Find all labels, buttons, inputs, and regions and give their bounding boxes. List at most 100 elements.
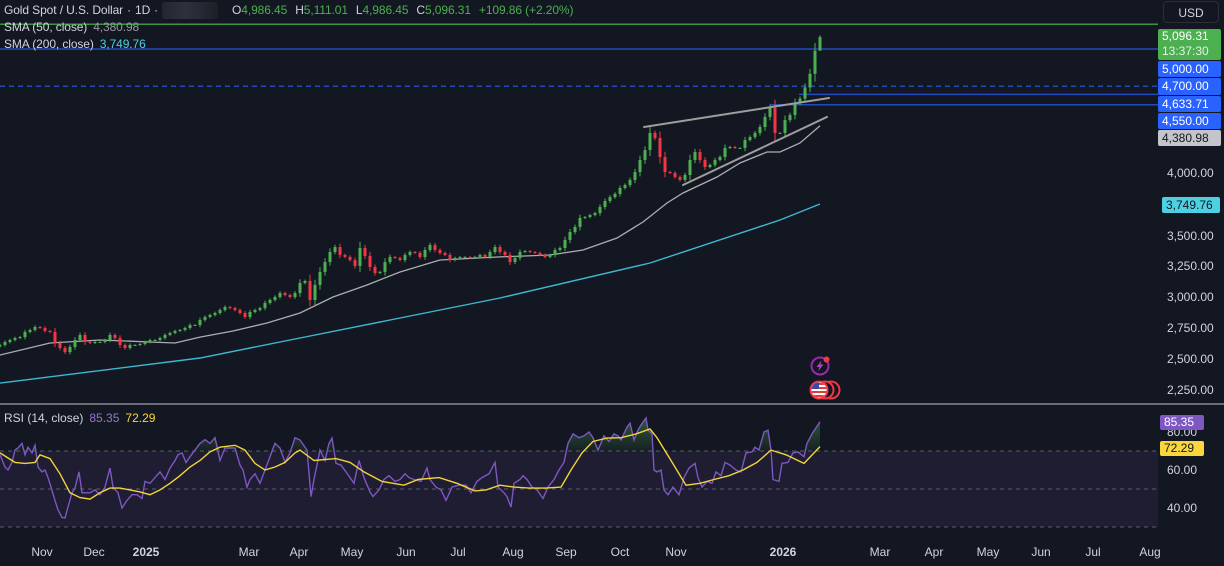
horizontal-levels[interactable] bbox=[0, 23, 1158, 106]
rsi-title[interactable]: RSI (14, close) bbox=[4, 411, 84, 425]
rsi-ma-line[interactable] bbox=[0, 428, 821, 500]
rsi-pane[interactable] bbox=[0, 416, 1158, 528]
candle-body bbox=[748, 137, 752, 141]
candle-body bbox=[38, 327, 42, 329]
symbol-title[interactable]: Gold Spot / U.S. Dollar bbox=[4, 3, 124, 17]
sma200-title[interactable]: SMA (200, close) bbox=[4, 37, 94, 51]
candle-body bbox=[758, 126, 762, 133]
symbol-legend-row[interactable]: Gold Spot / U.S. Dollar · 1D · O 4,986.45… bbox=[4, 2, 574, 19]
candle-body bbox=[568, 232, 572, 240]
candle bbox=[268, 298, 272, 305]
candle bbox=[538, 251, 542, 257]
legend-separator: · bbox=[154, 3, 159, 17]
candle bbox=[218, 308, 222, 315]
sma200-polyline[interactable] bbox=[0, 203, 821, 384]
candle-body bbox=[88, 342, 92, 344]
sma50-polyline[interactable] bbox=[0, 125, 821, 356]
candle bbox=[558, 246, 562, 252]
sma200-line[interactable] bbox=[0, 203, 821, 384]
candle-body bbox=[278, 293, 282, 297]
candle-body bbox=[713, 159, 717, 165]
upper-trendline[interactable] bbox=[643, 96, 830, 128]
candle bbox=[668, 170, 672, 175]
candle-body bbox=[763, 116, 767, 127]
candle bbox=[613, 192, 617, 199]
currency-button[interactable]: USD bbox=[1163, 1, 1219, 23]
interval-label[interactable]: 1D bbox=[135, 3, 151, 17]
candle bbox=[108, 332, 112, 343]
candle bbox=[93, 340, 97, 345]
candle-body bbox=[473, 256, 477, 258]
candle-body bbox=[778, 132, 782, 134]
sma50-line[interactable] bbox=[0, 125, 821, 356]
candle-body bbox=[288, 295, 292, 297]
candle-body bbox=[418, 252, 422, 257]
candle bbox=[733, 145, 737, 149]
candle bbox=[143, 340, 147, 346]
candle-body bbox=[3, 342, 7, 345]
sma50-title[interactable]: SMA (50, close) bbox=[4, 20, 88, 34]
candle-body bbox=[618, 188, 622, 194]
candle bbox=[618, 185, 622, 197]
candle-body bbox=[678, 176, 682, 180]
candle-body bbox=[598, 206, 602, 214]
price-tick-label: 2,250.00 bbox=[1167, 383, 1214, 397]
sma50-legend[interactable]: SMA (50, close) 4,380.98 bbox=[4, 19, 573, 36]
candle-body bbox=[183, 328, 187, 330]
candle bbox=[458, 255, 462, 259]
candle bbox=[748, 135, 752, 142]
candle bbox=[193, 324, 197, 327]
candle-body bbox=[23, 331, 27, 338]
candle-body bbox=[408, 251, 412, 255]
candle bbox=[683, 172, 687, 183]
rsi-line[interactable] bbox=[0, 416, 821, 519]
lower-trendline[interactable] bbox=[682, 115, 828, 187]
candle-body bbox=[448, 254, 452, 261]
candle bbox=[158, 336, 162, 342]
candle bbox=[223, 305, 227, 312]
sma200-legend[interactable]: SMA (200, close) 3,749.76 bbox=[4, 36, 573, 53]
candle bbox=[318, 267, 322, 290]
candle bbox=[373, 264, 377, 276]
candle-body bbox=[563, 239, 567, 249]
candle-body bbox=[368, 255, 372, 267]
candle bbox=[523, 249, 527, 254]
candle-body bbox=[783, 120, 787, 133]
us-flag-icon bbox=[809, 380, 841, 400]
candle-body bbox=[493, 247, 497, 252]
rsi-legend[interactable]: RSI (14, close) 85.35 72.29 bbox=[4, 411, 155, 425]
candle bbox=[553, 247, 557, 258]
candlestick-series[interactable] bbox=[0, 35, 822, 355]
candle-body bbox=[588, 215, 592, 218]
candle-body bbox=[353, 260, 357, 266]
candle bbox=[813, 43, 817, 82]
economic-event-flash-icon[interactable] bbox=[809, 355, 831, 377]
candle-body bbox=[143, 342, 147, 344]
candle bbox=[313, 279, 317, 306]
candle bbox=[443, 251, 447, 257]
candle bbox=[303, 279, 307, 285]
candle-body bbox=[118, 338, 122, 345]
us-economic-calendar-flag-icon[interactable] bbox=[808, 379, 844, 401]
bar-countdown: 13:37:30 bbox=[1162, 44, 1209, 58]
candle bbox=[408, 250, 412, 257]
candle bbox=[53, 327, 57, 348]
rsi-value: 85.35 bbox=[89, 411, 120, 425]
candle bbox=[73, 337, 77, 350]
sma50-badge-text: 4,380.98 bbox=[1162, 131, 1209, 145]
price-tick-label: 3,000.00 bbox=[1167, 290, 1214, 304]
candle bbox=[463, 256, 467, 258]
candle bbox=[63, 345, 67, 355]
candle-body bbox=[308, 281, 312, 300]
candle-body bbox=[243, 312, 247, 317]
price-tick-label: 4,000.00 bbox=[1167, 166, 1214, 180]
candle bbox=[298, 279, 302, 297]
candle bbox=[343, 253, 347, 259]
close-label: C bbox=[416, 3, 425, 17]
candle bbox=[288, 293, 292, 299]
candle bbox=[583, 215, 587, 220]
level-5000-badge: 5,000.00 bbox=[1158, 61, 1221, 77]
candle-body bbox=[623, 185, 627, 189]
trend-lines[interactable] bbox=[643, 96, 830, 187]
